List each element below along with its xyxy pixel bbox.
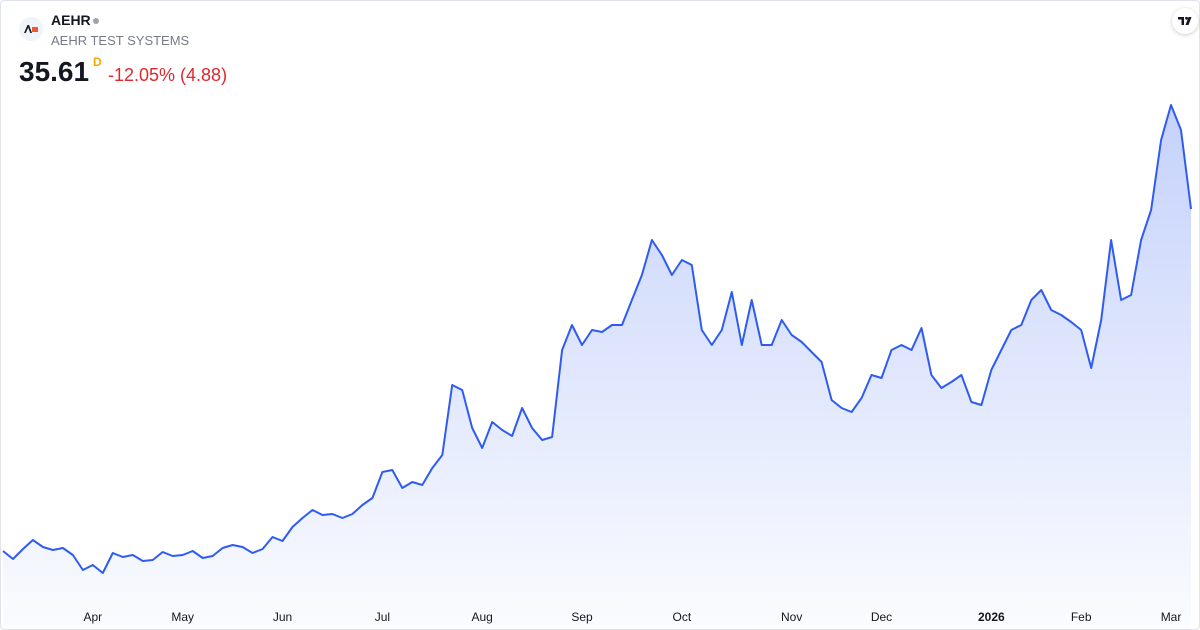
company-name: AEHR TEST SYSTEMS [51, 33, 190, 48]
area-fill [3, 105, 1191, 629]
x-tick-label: Aug [472, 610, 493, 624]
x-tick-label: Sep [571, 610, 593, 624]
x-tick-label: Mar [1161, 610, 1182, 624]
x-tick-label: Nov [781, 610, 802, 624]
x-tick-label: 2026 [978, 610, 1005, 624]
x-tick-label: Jun [273, 610, 292, 624]
symbol: AEHR [51, 12, 91, 28]
price-change: -12.05% (4.88) [108, 65, 228, 85]
tradingview-logo[interactable] [1172, 8, 1198, 34]
x-tick-label: May [171, 610, 194, 624]
tv-graphic [1178, 16, 1192, 25]
price-line [2, 104, 1192, 574]
status-dot [93, 18, 99, 24]
x-tick-label: Dec [871, 610, 892, 624]
logo-graphic [24, 25, 38, 33]
x-tick-label: Feb [1071, 610, 1092, 624]
last-price: 35.61 [19, 56, 90, 87]
x-tick-label: Apr [84, 610, 103, 624]
company-logo [19, 17, 43, 41]
interval: D [93, 55, 102, 69]
x-tick-label: Oct [673, 610, 692, 624]
x-tick-label: Jul [375, 610, 390, 624]
